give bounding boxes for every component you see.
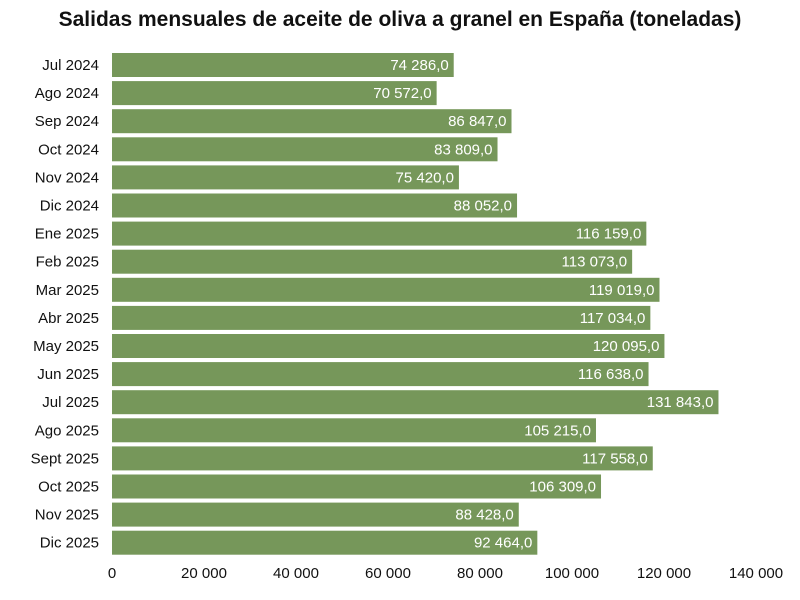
bar (112, 193, 518, 218)
x-tick-label: 60 000 (365, 565, 411, 582)
category-labels: Jul 2024 Ago 2024 Sep 2024 Oct 2024 Nov 2024… (31, 57, 99, 552)
bar-value-label: 119 019,0 (589, 282, 655, 299)
bar-value-label: 74 286,0 (390, 57, 448, 74)
category-label: Ene 2025 (35, 226, 99, 243)
category-label: Jul 2024 (42, 57, 99, 74)
category-label: Oct 2025 (38, 479, 99, 496)
bar-value-label: 120 095,0 (593, 338, 660, 355)
category-label: Abr 2025 (38, 310, 99, 327)
chart-title: Salidas mensuales de aceite de oliva a g… (58, 8, 742, 31)
x-axis-ticks: 0 20 000 40 000 60 000 80 000 100 000 120 000 1… (108, 565, 783, 582)
bar-value-label: 92 464,0 (474, 535, 532, 552)
category-label: May 2025 (33, 338, 99, 355)
x-tick-label: 40 000 (273, 565, 319, 582)
bar (112, 249, 633, 274)
category-label: Sep 2024 (35, 113, 99, 130)
x-tick-label: 0 (108, 565, 116, 582)
category-label: Dic 2025 (40, 535, 99, 552)
bar-value-label: 70 572,0 (373, 85, 431, 102)
bar-value-label: 83 809,0 (434, 141, 492, 158)
bar (112, 390, 719, 415)
bar (112, 109, 512, 134)
bar-value-label: 116 638,0 (578, 366, 644, 383)
category-label: Jun 2025 (37, 366, 99, 383)
bar (112, 81, 437, 106)
bar (112, 137, 498, 162)
bars-layer: 74 286,0 70 572,0 86 847,0 83 809,0 75 420,0… (112, 53, 719, 555)
category-label: Ago 2025 (35, 422, 99, 439)
x-tick-label: 100 000 (545, 565, 599, 582)
category-label: Nov 2024 (35, 169, 99, 186)
bar-value-label: 113 073,0 (562, 254, 628, 271)
bar-value-label: 105 215,0 (524, 422, 591, 439)
category-label: Jul 2025 (42, 394, 99, 411)
bar (112, 418, 596, 443)
bar (112, 305, 651, 330)
bar-value-label: 117 558,0 (582, 450, 648, 467)
bar-value-label: 117 034,0 (580, 310, 646, 327)
bar (112, 362, 649, 387)
x-tick-label: 120 000 (637, 565, 691, 582)
category-label: Sept 2025 (31, 450, 99, 467)
bar (112, 221, 647, 246)
category-label: Dic 2024 (40, 198, 99, 215)
bar-value-label: 86 847,0 (448, 113, 506, 130)
bar (112, 474, 602, 499)
x-tick-label: 140 000 (729, 565, 783, 582)
category-label: Nov 2025 (35, 507, 99, 524)
bar-value-label: 131 843,0 (647, 394, 714, 411)
bar (112, 530, 538, 555)
category-label: Mar 2025 (36, 282, 99, 299)
bar-value-label: 75 420,0 (396, 169, 454, 186)
x-tick-label: 20 000 (181, 565, 227, 582)
bar-value-label: 116 159,0 (576, 226, 642, 243)
bar (112, 502, 519, 527)
bar (112, 53, 454, 77)
bar (112, 277, 660, 302)
x-tick-label: 80 000 (457, 565, 503, 582)
bar-value-label: 106 309,0 (529, 479, 596, 496)
bar (112, 446, 653, 471)
bar-value-label: 88 428,0 (455, 507, 513, 524)
category-label: Feb 2025 (36, 254, 99, 271)
bar-value-label: 88 052,0 (454, 198, 512, 215)
bar (112, 334, 665, 358)
category-label: Oct 2024 (38, 141, 99, 158)
category-label: Ago 2024 (35, 85, 99, 102)
bar (112, 165, 459, 190)
